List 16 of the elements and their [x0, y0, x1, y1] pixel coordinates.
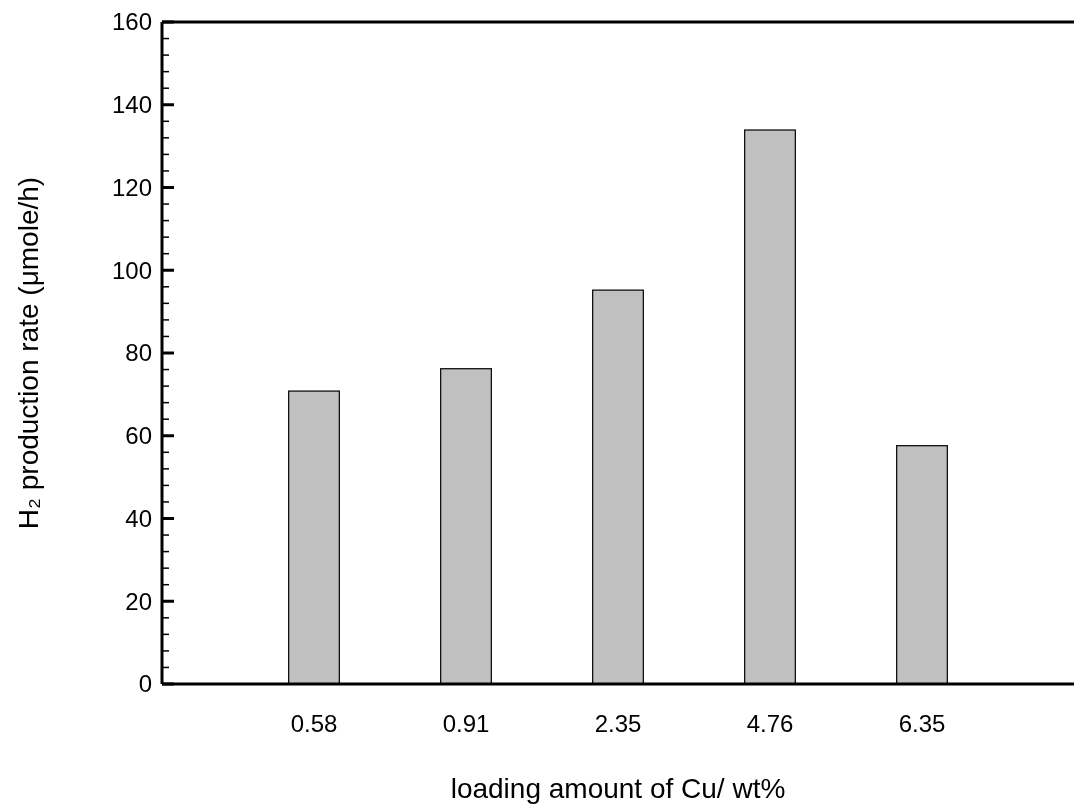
- y-tick-label: 40: [125, 504, 152, 532]
- y-tick-label: 60: [125, 422, 152, 450]
- y-tick-label: 80: [125, 339, 152, 367]
- x-tick-label: 0.58: [290, 710, 338, 737]
- x-tick-label: 6.35: [898, 710, 946, 737]
- y-tick-label: 160: [111, 8, 152, 36]
- x-axis-title: loading amount of Cu/ wt%: [450, 773, 786, 804]
- y-tick-label: 0: [138, 670, 152, 698]
- x-tick-label: 0.91: [442, 710, 490, 737]
- y-axis-title: H₂ production rate (μmole/h): [13, 176, 44, 530]
- y-tick-label: 20: [125, 587, 152, 615]
- x-tick-label: 4.76: [746, 710, 794, 737]
- x-tick-label: 2.35: [594, 710, 642, 737]
- y-tick-label: 120: [111, 173, 152, 201]
- y-tick-label: 140: [111, 91, 152, 119]
- y-tick-label: 100: [111, 256, 152, 284]
